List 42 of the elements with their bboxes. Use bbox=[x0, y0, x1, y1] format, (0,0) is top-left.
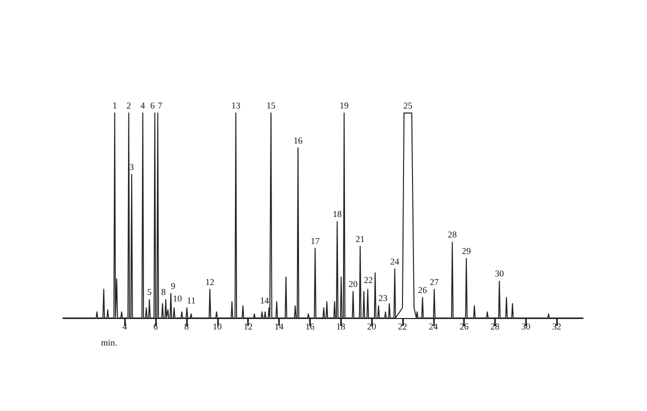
annotation: 8 bbox=[161, 287, 166, 298]
x-tick-label: 18 bbox=[336, 322, 346, 332]
annotation: 14 bbox=[260, 295, 270, 306]
annotation: 26 bbox=[418, 285, 428, 295]
x-tick-label: 14 bbox=[274, 322, 284, 332]
annotation: 10 bbox=[172, 293, 182, 304]
x-tick-label: 32 bbox=[552, 322, 562, 332]
x-tick-label: 30 bbox=[521, 322, 531, 332]
annotation: 16 bbox=[294, 135, 304, 146]
annotation: 27 bbox=[430, 276, 440, 287]
x-axis-title: min. bbox=[101, 338, 118, 348]
annotation: 1 bbox=[112, 100, 117, 110]
annotation: 15 bbox=[266, 100, 276, 110]
annotation: 17 bbox=[310, 236, 320, 246]
x-tick-label: 12 bbox=[244, 322, 253, 332]
annotation: 22 bbox=[364, 274, 373, 285]
annotation: 9 bbox=[170, 280, 176, 291]
annotation: 24 bbox=[390, 256, 400, 266]
annotation: 13 bbox=[231, 100, 241, 110]
annotation: 18 bbox=[332, 209, 342, 220]
annotation: 29 bbox=[462, 246, 472, 256]
annotation: 23 bbox=[378, 293, 388, 304]
annotation: 11 bbox=[186, 295, 196, 306]
annotation: 5 bbox=[147, 287, 152, 298]
annotation: 30 bbox=[494, 268, 504, 279]
annotation: 19 bbox=[340, 100, 350, 110]
annotation: 25 bbox=[403, 100, 413, 110]
x-tick-label: 24 bbox=[428, 322, 438, 332]
x-tick-label: 22 bbox=[398, 322, 407, 332]
annotation: 6 bbox=[150, 100, 156, 110]
x-tick-label: 26 bbox=[460, 322, 470, 332]
annotation: 20 bbox=[348, 278, 358, 289]
annotation: 12 bbox=[205, 276, 214, 287]
annotation: 3 bbox=[129, 162, 134, 172]
annotation: 4 bbox=[140, 100, 146, 110]
annotation: 21 bbox=[356, 234, 365, 244]
annotation: 28 bbox=[448, 230, 458, 240]
annotation: 7 bbox=[158, 100, 163, 110]
x-tick-label: 16 bbox=[305, 322, 315, 332]
annotation: 2 bbox=[126, 100, 131, 110]
x-tick-label: 20 bbox=[367, 322, 377, 332]
x-tick-label: 28 bbox=[490, 322, 500, 332]
